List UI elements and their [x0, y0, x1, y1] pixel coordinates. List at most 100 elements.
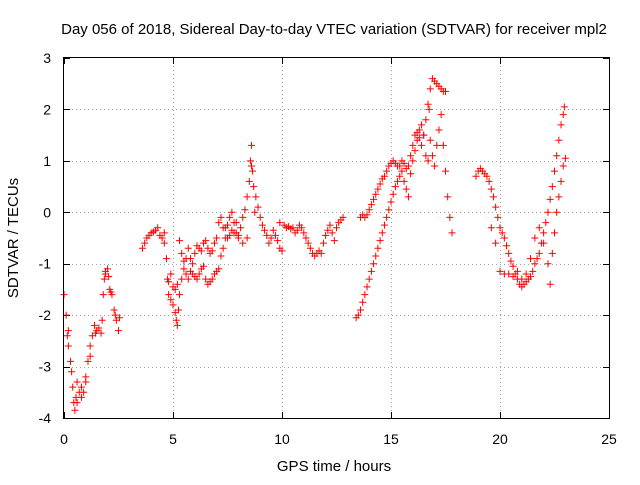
data-point [498, 229, 506, 237]
data-points [60, 75, 569, 414]
data-point [339, 213, 347, 221]
data-point [69, 383, 77, 391]
data-point [492, 203, 500, 211]
data-point [492, 239, 500, 247]
data-point [64, 327, 72, 335]
data-point [215, 219, 223, 227]
data-point [442, 87, 449, 95]
data-point [422, 152, 430, 160]
data-point [529, 267, 537, 275]
data-point [433, 141, 441, 149]
data-point [533, 255, 541, 263]
data-point [496, 224, 504, 232]
data-point [376, 180, 384, 188]
data-point [531, 234, 539, 242]
x-tick-label: 25 [601, 431, 617, 447]
data-point [107, 288, 115, 296]
data-point [95, 324, 103, 332]
data-point [540, 239, 548, 247]
data-point [189, 260, 197, 268]
data-point [494, 213, 502, 221]
grid [64, 58, 609, 418]
data-point [483, 172, 491, 180]
data-point [176, 291, 184, 299]
data-point [226, 213, 234, 221]
data-point [193, 275, 201, 283]
data-point [178, 275, 186, 283]
data-point [80, 388, 88, 396]
data-point [251, 208, 259, 216]
data-point [426, 85, 434, 93]
data-point [330, 237, 338, 245]
data-point [289, 224, 297, 232]
data-point [394, 177, 402, 185]
data-point [221, 224, 229, 232]
data-point [333, 224, 340, 232]
x-tick-label: 15 [383, 431, 399, 447]
data-point [186, 255, 194, 263]
data-point [160, 229, 168, 237]
data-point [559, 162, 567, 170]
data-point [278, 247, 286, 255]
data-point [380, 221, 388, 229]
data-point [555, 136, 563, 144]
y-tick-label: -2 [39, 307, 52, 323]
data-point [265, 239, 273, 247]
data-point [247, 141, 255, 149]
data-point [367, 201, 375, 209]
y-tick-label: 3 [43, 50, 51, 66]
data-point [267, 234, 275, 242]
data-point [234, 231, 242, 239]
data-point [71, 406, 79, 414]
data-point [64, 342, 72, 350]
data-point [173, 321, 181, 329]
data-point [500, 234, 508, 242]
data-point [496, 267, 504, 275]
data-point [396, 162, 404, 170]
data-point [428, 152, 436, 160]
x-tick-label: 10 [274, 431, 290, 447]
data-point [141, 239, 149, 247]
data-point [535, 224, 543, 232]
data-point [241, 206, 249, 214]
data-point [396, 172, 404, 180]
data-point [116, 314, 124, 322]
data-point [551, 167, 558, 175]
data-point [160, 239, 168, 247]
data-point [263, 231, 271, 239]
data-point [86, 342, 94, 350]
data-point [239, 239, 247, 247]
data-point [174, 306, 182, 314]
data-point [271, 231, 279, 239]
data-point [420, 131, 428, 139]
data-point [370, 195, 378, 203]
data-point [306, 244, 314, 252]
data-point [531, 260, 539, 268]
data-point [232, 219, 240, 227]
data-point [237, 224, 245, 232]
data-point [293, 226, 301, 234]
data-point [559, 111, 567, 119]
data-point [247, 162, 255, 170]
data-point [84, 357, 92, 365]
y-tick-label: -4 [39, 410, 52, 426]
data-point [110, 306, 118, 314]
data-point [202, 275, 210, 283]
data-point [489, 193, 497, 201]
plot-frame [63, 57, 610, 419]
data-point [540, 229, 548, 237]
data-point [435, 126, 443, 134]
data-point [551, 229, 558, 237]
data-point [487, 185, 495, 193]
data-point [389, 190, 397, 198]
x-tick-label: 0 [60, 431, 68, 447]
data-point [383, 213, 391, 221]
data-point [298, 224, 306, 232]
data-point [485, 177, 493, 185]
data-point [68, 368, 76, 376]
data-point [361, 291, 369, 299]
data-point [239, 213, 247, 221]
data-point [487, 224, 495, 232]
data-point [111, 311, 119, 319]
data-point [154, 224, 162, 232]
